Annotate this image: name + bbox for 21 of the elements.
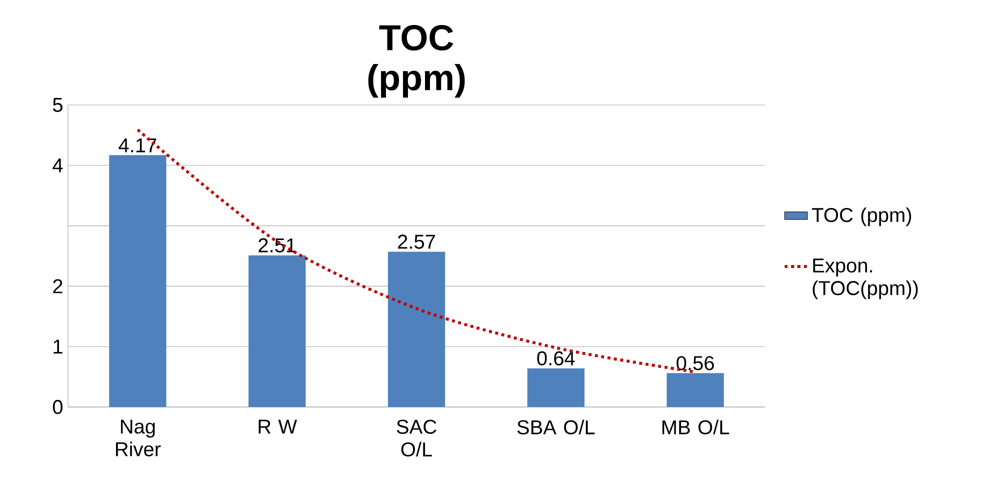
data-label: 0.56: [676, 356, 714, 370]
bar: [388, 252, 446, 407]
y-tick-label: 1: [54, 340, 62, 354]
y-tick-label: 5: [52, 98, 62, 112]
x-tick-label: SBA O/L: [517, 420, 595, 434]
legend-label: Expon. (TOC(ppm)): [812, 258, 918, 300]
y-tick-label: 0: [52, 400, 62, 414]
bar: [109, 155, 166, 407]
y-tick-label: 4: [52, 158, 63, 172]
x-tick-label: MB O/L: [662, 420, 730, 434]
x-tick-label: SAC O/L: [396, 420, 436, 457]
chart-title: TOC (ppm): [368, 25, 465, 98]
data-label: 0.64: [537, 351, 575, 366]
bar: [666, 373, 724, 407]
x-tick-label: R W: [258, 420, 298, 434]
bar: [527, 368, 584, 407]
data-label: 2.57: [398, 234, 435, 249]
bar: [248, 255, 306, 407]
legend-label: TOC (ppm): [812, 207, 912, 226]
y-tick-label: 2: [53, 279, 62, 294]
x-tick-label: Nag River: [116, 420, 161, 456]
